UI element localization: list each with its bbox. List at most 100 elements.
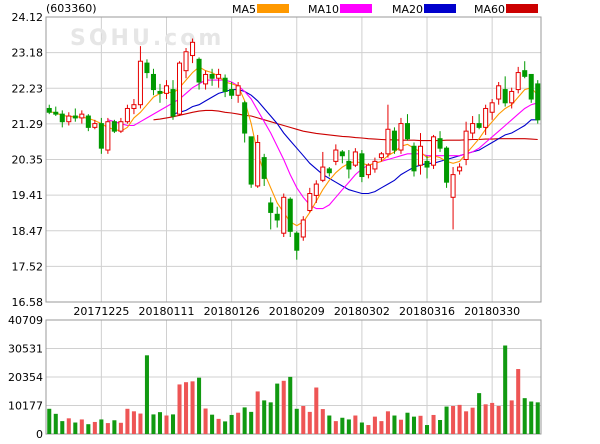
- candle-body-down: [98, 123, 104, 149]
- candle-body-down: [170, 89, 176, 117]
- volume-bar: [307, 411, 312, 434]
- candlestick: [281, 193, 287, 237]
- volume-bar: [425, 425, 430, 434]
- candle-body-down: [229, 89, 235, 96]
- volume-bar: [516, 369, 521, 434]
- volume-bar: [177, 384, 182, 434]
- volume-bar: [411, 416, 417, 434]
- candlestick: [333, 144, 339, 166]
- price-tick-label: 19.41: [12, 189, 44, 202]
- volume-bar: [438, 419, 443, 434]
- candle-body-up: [352, 151, 358, 166]
- volume-bar: [418, 415, 423, 434]
- candle-body-down: [502, 89, 508, 104]
- candle-body-up: [105, 121, 111, 151]
- candlestick: [515, 66, 521, 94]
- candlestick: [476, 114, 482, 130]
- candle-body-up: [515, 72, 521, 91]
- candle-body-up: [398, 123, 404, 151]
- legend-swatch: [340, 4, 372, 13]
- candlestick: [163, 80, 170, 100]
- candle-body-down: [339, 151, 345, 157]
- candle-body-down: [444, 147, 450, 183]
- volume-bar: [529, 401, 534, 434]
- candle-body-up: [124, 107, 130, 123]
- candlestick: [365, 163, 371, 179]
- volume-tick-label: 30531: [8, 343, 43, 356]
- price-tick-label: 16.58: [12, 296, 44, 309]
- candlestick: [300, 216, 306, 241]
- volume-bar: [288, 376, 293, 434]
- candlestick: [450, 167, 456, 230]
- candlestick: [248, 136, 254, 188]
- date-tick-label: 20180111: [138, 305, 194, 318]
- volume-frame: [45, 319, 542, 435]
- date-axis: 20171225 20180111 20180126 20180209 20180302…: [73, 305, 520, 318]
- volume-bar: [509, 400, 514, 434]
- volume-tick-label: 40709: [8, 314, 43, 327]
- candle-body-up: [417, 145, 424, 166]
- candlestick: [535, 80, 541, 124]
- candlestick: [339, 150, 345, 164]
- volume-tick-label: 10177: [8, 400, 43, 413]
- candle-body-down: [85, 115, 91, 128]
- candlesticks: [46, 38, 541, 260]
- volume-bar: [535, 402, 540, 434]
- candle-body-down: [157, 90, 163, 94]
- candle-body-up: [183, 51, 189, 72]
- volume-bar: [268, 402, 273, 434]
- volume-bar: [131, 411, 136, 434]
- candle-body-down: [437, 138, 443, 149]
- candle-body-up: [118, 121, 124, 132]
- candlestick: [170, 80, 176, 120]
- volume-bar: [392, 415, 397, 434]
- candle-body-down: [294, 232, 300, 251]
- candle-body-down: [391, 130, 397, 151]
- volume-bar: [275, 383, 280, 434]
- candlestick: [528, 73, 534, 103]
- candle-body-up: [300, 219, 306, 238]
- candlestick: [489, 99, 495, 120]
- candlestick: [46, 104, 52, 115]
- legend-label: MA10: [308, 3, 339, 16]
- volume-bar: [86, 424, 91, 434]
- candlestick: [66, 112, 72, 126]
- price-tick-label: 23.18: [12, 47, 44, 60]
- date-tick-label: 20180302: [334, 305, 390, 318]
- candlestick: [255, 134, 261, 188]
- candle-body-down: [476, 123, 482, 128]
- candlestick: [79, 110, 85, 124]
- candle-body-up: [177, 62, 183, 115]
- volume-bar: [431, 414, 436, 434]
- volume-bar: [47, 408, 52, 434]
- candle-body-down: [522, 70, 528, 77]
- candlestick: [496, 82, 502, 105]
- candle-body-up: [385, 128, 391, 155]
- candle-body-down: [72, 115, 78, 119]
- date-tick-label: 20180316: [399, 305, 455, 318]
- candlestick: [216, 68, 222, 88]
- series-line-ma5: [49, 66, 539, 227]
- candle-body-up: [450, 174, 456, 198]
- grid: [46, 16, 541, 435]
- candlestick: [294, 231, 300, 260]
- volume-bar: [92, 421, 97, 434]
- candlestick: [268, 197, 274, 230]
- volume-bar: [477, 393, 482, 434]
- volume-bar: [79, 419, 84, 434]
- candlestick: [235, 82, 241, 103]
- volume-bar: [522, 398, 527, 434]
- legend-label: MA60: [474, 3, 505, 16]
- candlestick: [404, 114, 410, 141]
- volume-bar: [190, 381, 195, 434]
- volume-bar: [125, 408, 130, 434]
- volume-bar: [262, 400, 267, 434]
- candlestick: [417, 133, 424, 175]
- candle-body-down: [222, 77, 228, 92]
- volume-bar: [470, 407, 475, 434]
- candle-body-up: [509, 90, 515, 104]
- volume-bar: [203, 408, 208, 434]
- date-tick-label: 20180330: [464, 305, 520, 318]
- legend-swatch: [424, 4, 456, 13]
- candlestick: [111, 119, 117, 134]
